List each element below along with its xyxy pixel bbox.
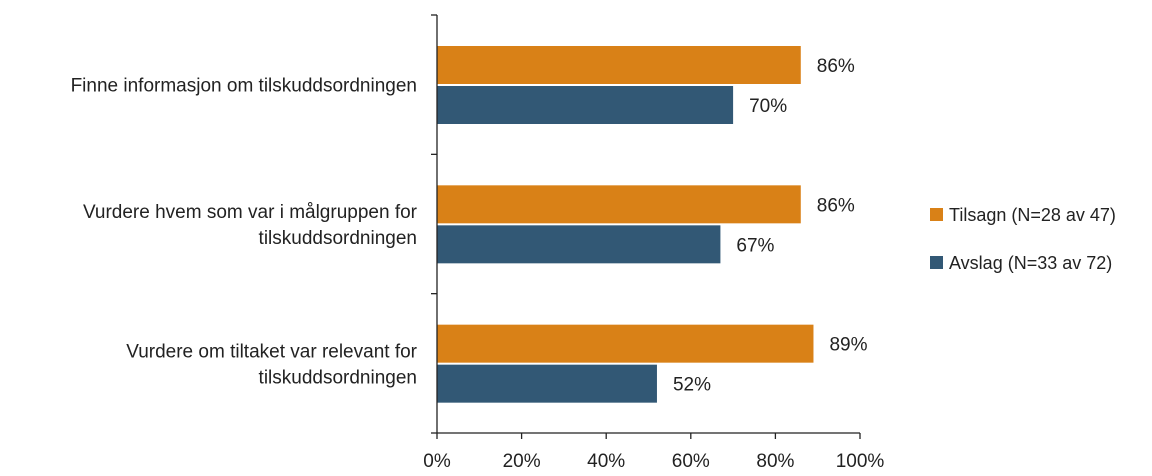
bar-tilsagn-1	[437, 46, 801, 84]
data-label-avslag-1: 70%	[749, 96, 787, 117]
legend-label-tilsagn: Tilsagn (N=28 av 47)	[949, 205, 1116, 225]
x-tick-label: 80%	[756, 451, 794, 472]
category-label-line: tilskuddsordningen	[259, 367, 417, 388]
category-label-line: tilskuddsordningen	[259, 228, 417, 249]
x-ticks-group: 0% 20% 40% 60% 80% 100%	[423, 433, 884, 472]
data-label-avslag-2: 67%	[736, 235, 774, 256]
x-tick-label: 20%	[503, 451, 541, 472]
data-label-tilsagn-2: 86%	[817, 195, 855, 216]
category-label-line: Vurdere hvem som var i målgruppen for	[83, 202, 418, 223]
data-labels-group: 86% 70% 86% 67% 89% 52%	[673, 56, 868, 396]
legend-swatch-tilsagn	[930, 208, 943, 221]
legend: Tilsagn (N=28 av 47) Avslag (N=33 av 72)	[930, 205, 1116, 273]
axes-group	[431, 14, 860, 434]
x-tick-label: 60%	[672, 451, 710, 472]
category-label-3: Vurdere om tiltaket var relevant for tils…	[126, 341, 417, 388]
bar-tilsagn-2	[437, 185, 801, 224]
data-label-avslag-3: 52%	[673, 375, 711, 396]
category-labels-group: Finne informasjon om tilskuddsordningen V…	[71, 76, 418, 389]
category-label-2: Vurdere hvem som var i målgruppen for til…	[83, 202, 418, 249]
x-tick-label: 0%	[423, 451, 451, 472]
legend-label-avslag: Avslag (N=33 av 72)	[949, 253, 1112, 273]
bar-avslag-1	[437, 86, 734, 124]
x-tick-label: 40%	[587, 451, 625, 472]
bars-group	[437, 46, 814, 403]
x-tick-label: 100%	[836, 451, 885, 472]
data-label-tilsagn-1: 86%	[817, 56, 855, 77]
category-label-line: Finne informasjon om tilskuddsordningen	[71, 76, 417, 97]
data-label-tilsagn-3: 89%	[829, 335, 867, 356]
bar-avslag-2	[437, 225, 721, 264]
bar-avslag-3	[437, 364, 657, 403]
legend-swatch-avslag	[930, 256, 943, 269]
bar-tilsagn-3	[437, 324, 814, 363]
category-label-line: Vurdere om tiltaket var relevant for	[126, 341, 417, 362]
category-label-1: Finne informasjon om tilskuddsordningen	[71, 76, 417, 97]
